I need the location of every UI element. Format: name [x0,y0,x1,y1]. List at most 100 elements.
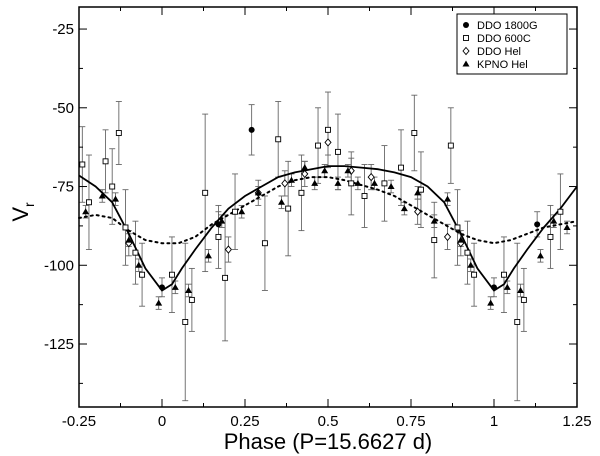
data-point [321,167,329,174]
data-point [414,189,422,196]
x-tick-label: 0.75 [396,413,425,430]
x-tick-label: 1 [490,413,498,430]
data-point [335,148,341,155]
data-point [344,167,352,174]
solid-model-curve [78,165,578,292]
legend-marker [462,60,470,67]
legend-marker [462,46,470,56]
data-point [135,261,143,268]
data-point [491,284,497,291]
y-tick-label: -125 [44,336,74,353]
data-point [301,164,309,171]
data-point [125,236,133,243]
data-point [132,249,139,256]
data-point [315,142,321,149]
dotted-model-curve [78,176,578,245]
data-point [325,126,331,133]
x-tick-label: 0.25 [230,413,259,430]
y-axis-title-main: V [8,207,33,222]
data-point [254,189,262,196]
data-point [275,136,282,143]
data-point [232,208,238,215]
x-tick-label: -0.25 [62,413,96,430]
data-point [471,271,478,278]
x-tick-label: 1.25 [562,413,591,430]
data-point [109,183,116,190]
data-point [557,208,564,215]
data-point [122,224,129,231]
data-point [98,192,106,199]
data-point [334,179,342,186]
data-point [222,274,229,281]
data-point [86,199,92,206]
data-point [444,195,452,202]
data-point [431,237,438,244]
legend-label: DDO Hel [477,46,521,58]
data-point [102,158,109,165]
data-point [112,195,120,202]
data-point [301,169,309,179]
data-point [547,233,554,240]
data-point [202,189,209,196]
y-tick-label: -25 [52,21,74,38]
data-point [182,319,189,325]
data-point [224,245,232,254]
data-point [169,271,175,278]
data-point [411,130,418,136]
data-point [285,205,292,212]
x-tick-label: 0 [158,413,166,430]
data-point [370,179,378,186]
data-point [171,283,179,290]
data-point [367,172,375,182]
data-point [261,240,268,247]
data-point [188,296,195,303]
data-point [414,207,422,216]
data-point [514,319,521,325]
y-axis-title: Vr [8,202,37,222]
data-point [400,205,408,212]
data-point [238,208,246,215]
model-curves-layer [78,165,578,292]
data-point [82,208,90,215]
data-point [281,179,289,188]
data-point [218,217,226,224]
legend-label: KPNO Hel [477,59,528,71]
data-point [139,271,146,278]
data-point [155,299,163,306]
data-point [159,284,165,291]
data-point [248,126,255,133]
data-point [387,183,395,190]
legend-label: DDO 600C [477,33,531,45]
data-point [467,261,475,268]
data-point [381,180,388,187]
data-point [457,236,465,243]
data-point [215,233,222,240]
data-point [503,283,511,290]
data-point [354,179,362,186]
data-point [418,186,424,193]
data-point [447,142,454,149]
y-axis-title-subscript: r [21,202,37,207]
data-point [287,176,295,183]
y-tick-label: -75 [52,179,74,196]
data-point [550,217,558,224]
data-point [563,223,571,230]
data-point [501,271,507,278]
data-point [454,224,461,231]
data-point [311,179,319,186]
data-point [517,286,525,293]
data-point [204,252,212,259]
data-point [185,286,193,293]
x-axis-title: Phase (P=15.6627 d) [224,429,433,454]
data-points-layer [79,126,571,325]
data-point [430,217,438,224]
data-point [115,130,122,136]
data-point [361,193,368,199]
legend-box [456,13,568,75]
x-tick-label: 0.5 [318,413,339,430]
data-point [278,198,286,205]
